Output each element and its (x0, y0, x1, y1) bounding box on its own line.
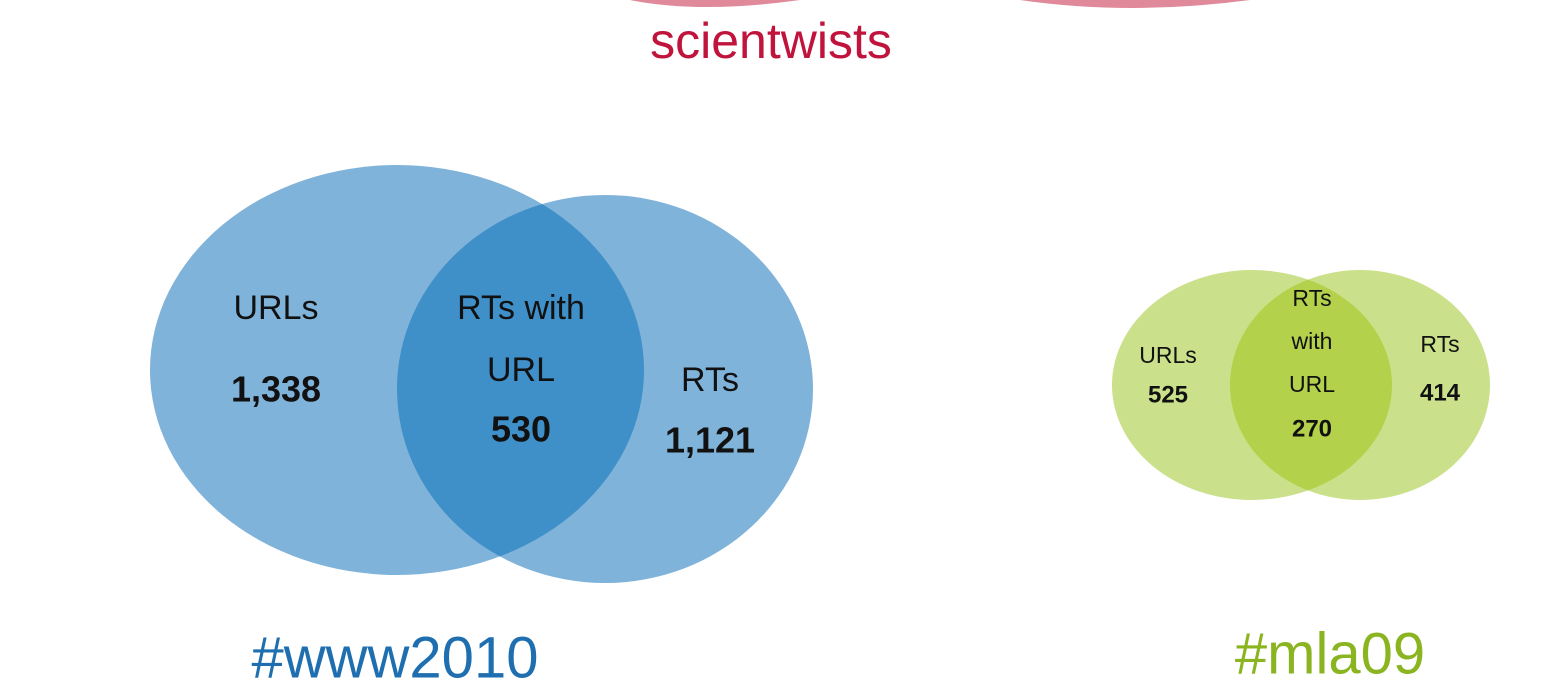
venn-overlap (1230, 270, 1392, 500)
pink-shape (1020, 0, 1250, 8)
right-label: RTs (1420, 331, 1459, 357)
venn-title: #www2010 (252, 625, 539, 690)
venn-mla09: URLs 525 RTs with URL 270 RTs 414 (1112, 270, 1490, 500)
overlap-count: 530 (491, 409, 551, 450)
left-label: URLs (1139, 342, 1197, 368)
title: scientwists (650, 13, 892, 69)
overlap-label: URL (1289, 371, 1335, 397)
venn-www2010: URLs 1,338 RTs with URL 530 RTs 1,121 (150, 165, 813, 583)
overlap-label: with (1291, 328, 1333, 354)
right-count: 414 (1420, 379, 1461, 406)
overlap-count: 270 (1292, 415, 1332, 442)
right-label: RTs (681, 361, 739, 399)
overlap-label: URL (487, 351, 555, 389)
right-count: 1,121 (665, 420, 755, 461)
pink-shape (630, 0, 800, 7)
left-count: 1,338 (231, 369, 321, 410)
venn-overlap (397, 195, 644, 575)
left-count: 525 (1148, 381, 1188, 408)
venn-title: #mla09 (1235, 621, 1425, 686)
overlap-label: RTs with (457, 289, 585, 327)
overlap-label: RTs (1292, 285, 1331, 311)
left-label: URLs (233, 289, 318, 327)
